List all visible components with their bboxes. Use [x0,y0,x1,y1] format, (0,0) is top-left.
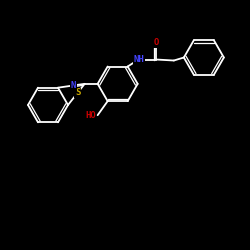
Text: NH: NH [133,55,144,64]
Text: HO: HO [85,111,96,120]
Text: O: O [154,38,159,47]
Text: N: N [71,81,76,90]
Text: S: S [75,88,80,97]
